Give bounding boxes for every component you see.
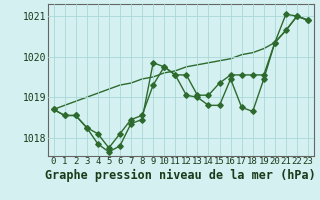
X-axis label: Graphe pression niveau de la mer (hPa): Graphe pression niveau de la mer (hPa) (45, 169, 316, 182)
